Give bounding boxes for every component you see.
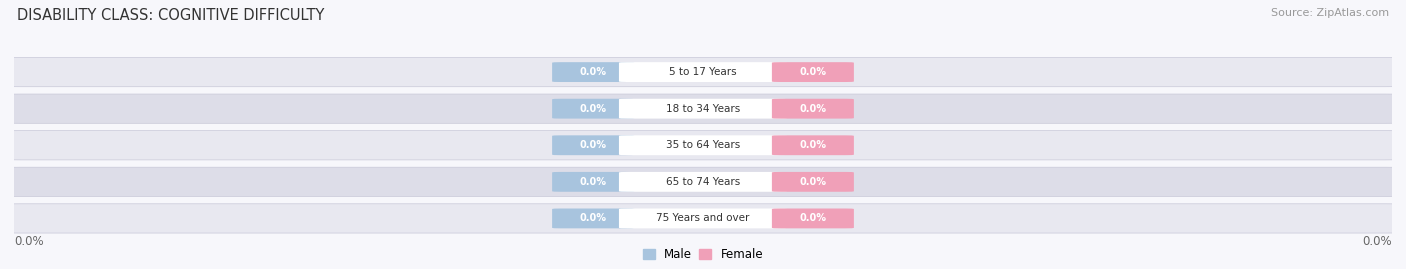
Text: 18 to 34 Years: 18 to 34 Years	[666, 104, 740, 114]
FancyBboxPatch shape	[0, 94, 1406, 123]
FancyBboxPatch shape	[0, 131, 1406, 160]
FancyBboxPatch shape	[553, 135, 634, 155]
FancyBboxPatch shape	[553, 208, 634, 228]
Text: 0.0%: 0.0%	[800, 67, 827, 77]
Text: 0.0%: 0.0%	[800, 213, 827, 224]
Text: 0.0%: 0.0%	[800, 140, 827, 150]
Text: 0.0%: 0.0%	[579, 177, 606, 187]
Text: 65 to 74 Years: 65 to 74 Years	[666, 177, 740, 187]
FancyBboxPatch shape	[619, 135, 787, 155]
FancyBboxPatch shape	[619, 99, 787, 119]
FancyBboxPatch shape	[0, 167, 1406, 196]
Text: 0.0%: 0.0%	[14, 235, 44, 247]
FancyBboxPatch shape	[553, 99, 634, 119]
Text: 0.0%: 0.0%	[579, 67, 606, 77]
FancyBboxPatch shape	[772, 62, 853, 82]
Text: 0.0%: 0.0%	[800, 104, 827, 114]
FancyBboxPatch shape	[772, 208, 853, 228]
FancyBboxPatch shape	[0, 204, 1406, 233]
FancyBboxPatch shape	[619, 62, 787, 82]
Text: DISABILITY CLASS: COGNITIVE DIFFICULTY: DISABILITY CLASS: COGNITIVE DIFFICULTY	[17, 8, 325, 23]
Text: 75 Years and over: 75 Years and over	[657, 213, 749, 224]
FancyBboxPatch shape	[619, 208, 787, 228]
FancyBboxPatch shape	[772, 172, 853, 192]
FancyBboxPatch shape	[0, 58, 1406, 87]
Text: 5 to 17 Years: 5 to 17 Years	[669, 67, 737, 77]
FancyBboxPatch shape	[619, 172, 787, 192]
Text: 0.0%: 0.0%	[579, 140, 606, 150]
Text: 35 to 64 Years: 35 to 64 Years	[666, 140, 740, 150]
Text: 0.0%: 0.0%	[1362, 235, 1392, 247]
Text: 0.0%: 0.0%	[579, 213, 606, 224]
FancyBboxPatch shape	[553, 62, 634, 82]
FancyBboxPatch shape	[772, 99, 853, 119]
Text: 0.0%: 0.0%	[579, 104, 606, 114]
FancyBboxPatch shape	[772, 135, 853, 155]
Legend: Male, Female: Male, Female	[641, 245, 765, 263]
Text: 0.0%: 0.0%	[800, 177, 827, 187]
FancyBboxPatch shape	[553, 172, 634, 192]
Text: Source: ZipAtlas.com: Source: ZipAtlas.com	[1271, 8, 1389, 18]
